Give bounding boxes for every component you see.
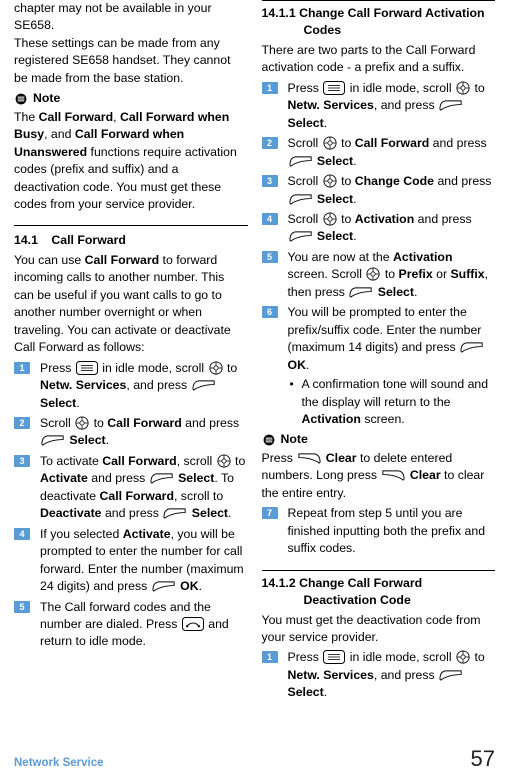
left-softkey-icon — [152, 580, 176, 593]
section-title-text: Call Forward — [51, 233, 125, 247]
nav-key-icon — [456, 650, 470, 664]
nav-key-icon — [323, 212, 337, 226]
nav-key-icon — [209, 361, 223, 375]
note-body: The Call Forward, Call Forward when Busy… — [14, 109, 248, 214]
left-softkey-icon — [163, 507, 187, 520]
step-1: Press in idle mode, scroll to Netw. Serv… — [14, 360, 248, 412]
section-intro: You can use Call Forward to forward inco… — [14, 252, 248, 357]
step-4: If you selected Activate, you will be pr… — [14, 526, 248, 596]
subsection-rule-1 — [262, 0, 496, 1]
section-14-1-steps: Press in idle mode, scroll to Netw. Serv… — [14, 360, 248, 651]
left-softkey-icon — [439, 669, 463, 682]
left-softkey-icon — [289, 230, 313, 243]
s1-step-4: Scroll to Activation and press Select. — [262, 211, 496, 246]
nav-key-icon — [456, 81, 470, 95]
footer-page-number: 57 — [471, 746, 495, 772]
s1-step-5: You are now at the Activation screen. Sc… — [262, 249, 496, 301]
right-column: 14.1.1 Change Call Forward Activation Co… — [262, 0, 496, 740]
nav-key-icon — [75, 416, 89, 430]
note-icon — [262, 433, 276, 447]
note-label: Note — [33, 90, 60, 107]
left-softkey-icon — [289, 193, 313, 206]
subsection1-steps: Press in idle mode, scroll to Netw. Serv… — [262, 80, 496, 429]
s1-step-1: Press in idle mode, scroll to Netw. Serv… — [262, 80, 496, 132]
left-softkey-icon — [150, 472, 174, 485]
note-icon — [14, 92, 28, 106]
left-softkey-icon — [289, 155, 313, 168]
left-softkey-icon — [439, 99, 463, 112]
note-header: Note — [14, 90, 248, 107]
left-softkey-icon — [41, 434, 65, 447]
end-key-icon — [182, 617, 204, 631]
s1-step-3: Scroll to Change Code and press Select. — [262, 173, 496, 208]
section-number: 14.1 — [14, 232, 48, 249]
note-label: Note — [281, 431, 308, 448]
section-heading: 14.1 Call Forward — [14, 232, 248, 249]
s1-step-6: You will be prompted to enter the prefix… — [262, 304, 496, 428]
subsection2-intro: You must get the deactivation code from … — [262, 612, 496, 647]
nav-key-icon — [323, 136, 337, 150]
intro-para-2: These settings can be made from any regi… — [14, 35, 248, 87]
subsection-14-1-2-heading: 14.1.2 Change Call Forward Deactivation … — [262, 575, 496, 610]
nav-key-icon — [217, 454, 231, 468]
section-rule — [14, 225, 248, 226]
nav-key-icon — [366, 267, 380, 281]
page-footer: Network Service 57 — [14, 746, 495, 772]
step-3: To activate Call Forward, scroll to Acti… — [14, 453, 248, 523]
subsection-number: 14.1.2 — [262, 576, 296, 590]
intro-para-1: chapter may not be available in your SE6… — [14, 0, 248, 35]
s2-step-1: Press in idle mode, scroll to Netw. Serv… — [262, 649, 496, 701]
subsection-title-text: Change Call Forward Activation Codes — [299, 6, 484, 37]
menu-key-icon — [323, 81, 345, 95]
subsection1-note-header: Note — [262, 431, 496, 448]
menu-key-icon — [76, 361, 98, 375]
subsection-title-text: Change Call Forward Deactivation Code — [299, 576, 422, 607]
step-2: Scroll to Call Forward and press Select. — [14, 415, 248, 450]
step-5: The Call forward codes and the number ar… — [14, 599, 248, 651]
menu-key-icon — [323, 650, 345, 664]
s1-step-7: Repeat from step 5 until you are finishe… — [262, 505, 496, 557]
left-column: chapter may not be available in your SE6… — [14, 0, 248, 740]
s1-step-6-sub-bullet: A confirmation tone will sound and the d… — [288, 376, 496, 428]
left-softkey-icon — [349, 286, 373, 299]
subsection1-note-body: Press Clear to delete entered numbers. L… — [262, 450, 496, 502]
subsection-14-1-1-heading: 14.1.1 Change Call Forward Activation Co… — [262, 5, 496, 40]
subsection-rule-2 — [262, 570, 496, 571]
s1-step-6-sub: A confirmation tone will sound and the d… — [288, 376, 496, 428]
nav-key-icon — [323, 174, 337, 188]
subsection1-intro: There are two parts to the Call Forward … — [262, 42, 496, 77]
subsection1-steps-cont: Repeat from step 5 until you are finishe… — [262, 505, 496, 557]
subsection2-steps: Press in idle mode, scroll to Netw. Serv… — [262, 649, 496, 701]
s1-step-2: Scroll to Call Forward and press Select. — [262, 135, 496, 170]
subsection-number: 14.1.1 — [262, 6, 296, 20]
left-softkey-icon — [192, 379, 216, 392]
right-softkey-icon — [297, 452, 321, 465]
left-softkey-icon — [460, 341, 484, 354]
right-softkey-icon — [381, 469, 405, 482]
footer-section-name: Network Service — [14, 757, 104, 769]
